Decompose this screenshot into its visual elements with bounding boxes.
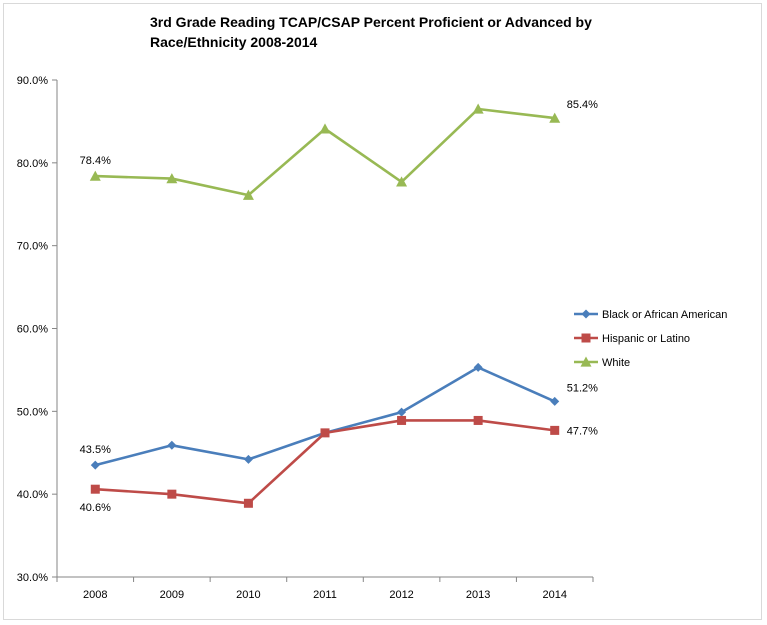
legend-label: Black or African American [602,309,727,321]
chart-legend: Black or African American Hispanic or Lat… [574,309,727,369]
legend-marker [580,356,592,367]
data-point [90,460,100,470]
data-label: 51.2% [567,382,598,394]
series-line [93,366,557,467]
legend-marker [581,333,591,343]
data-point [319,123,331,134]
x-tick-label: 2009 [160,589,184,601]
x-tick-label: 2013 [466,589,490,601]
data-point [473,362,483,372]
data-point [243,498,253,508]
data-labels: 43.5% 51.2% 40.6% 47.7% 78.4% 85.4% [80,99,598,514]
data-point [167,489,177,499]
data-point [89,170,101,181]
chart-title-line-1: 3rd Grade Reading TCAP/CSAP Percent Prof… [150,14,592,30]
data-point [242,189,254,200]
data-point [320,428,330,438]
x-tick-label: 2012 [389,589,413,601]
data-label: 40.6% [80,502,111,514]
data-point [397,407,407,417]
y-tick-label: 50.0% [17,406,48,418]
data-point [473,415,483,425]
y-tick-label: 40.0% [17,489,48,501]
data-label: 47.7% [567,425,598,437]
data-point [549,112,561,123]
y-tick-label: 30.0% [17,572,48,584]
data-point [166,173,178,184]
x-tick-label: 2014 [542,589,566,601]
data-point [396,176,408,187]
data-point [397,415,407,425]
legend-label: Hispanic or Latino [602,333,690,345]
chart-axes: 30.0% 40.0% 50.0% 60.0% 70.0% 80.0% 90.0% 2008 2… [17,75,594,601]
chart-title: 3rd Grade Reading TCAP/CSAP Percent Prof… [150,12,610,52]
legend-label: White [602,357,630,369]
data-point [550,396,560,406]
chart-title-line-2: Race/Ethnicity 2008-2014 [150,34,318,50]
series-lines [93,107,557,505]
y-tick-label: 60.0% [17,324,48,336]
legend-entry: Black or African American [574,309,727,321]
y-tick-label: 80.0% [17,158,48,170]
y-tick-label: 70.0% [17,241,48,253]
data-label: 43.5% [80,444,111,456]
data-label: 85.4% [567,99,598,111]
data-point [472,103,484,114]
legend-entry: White [574,356,630,369]
legend-marker [581,309,591,319]
legend-entry: Hispanic or Latino [574,333,690,345]
data-label: 78.4% [80,155,111,167]
series-markers [89,103,561,508]
x-tick-label: 2010 [236,589,260,601]
data-point [550,425,560,435]
x-tick-label: 2008 [83,589,107,601]
chart-frame [3,3,762,620]
x-tick-label: 2011 [313,589,337,601]
series-line [93,107,557,197]
data-point [167,440,177,450]
data-point [243,454,253,464]
data-point [90,484,100,494]
y-tick-label: 90.0% [17,75,48,87]
